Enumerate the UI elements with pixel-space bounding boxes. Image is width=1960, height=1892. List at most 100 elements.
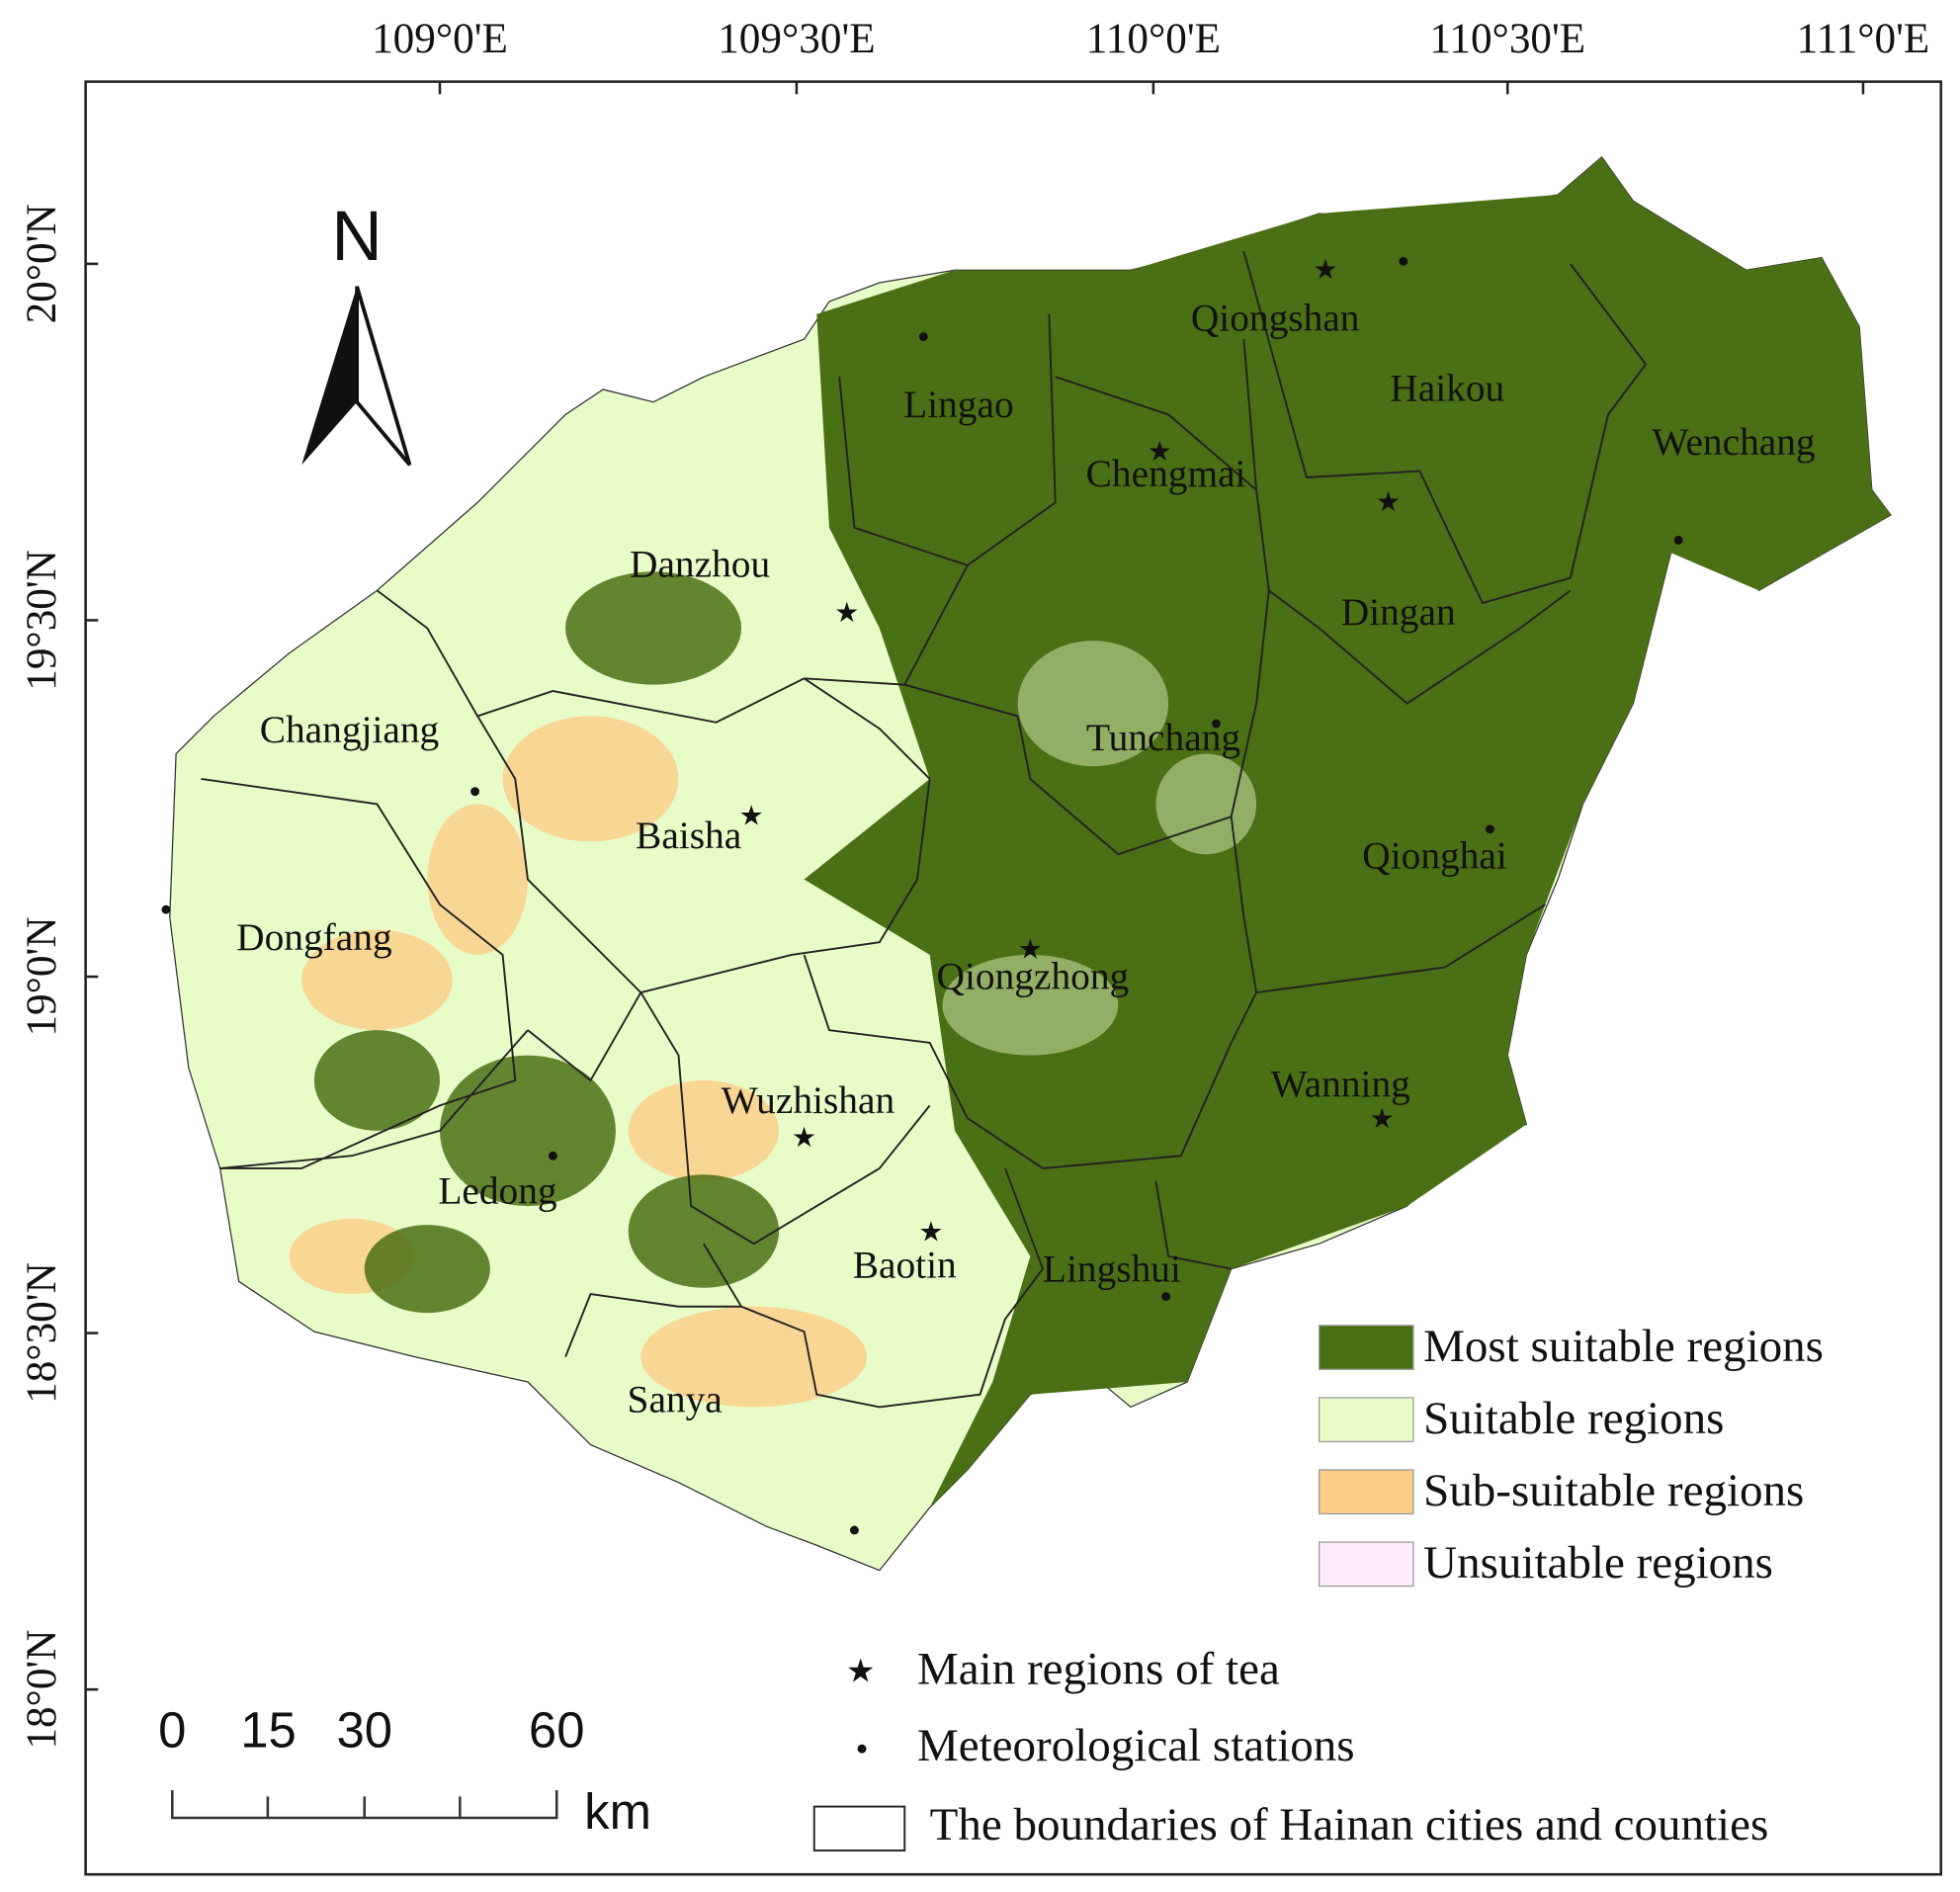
sub-suitable-patch xyxy=(628,1079,780,1181)
region-label: Baotin xyxy=(853,1244,957,1287)
most-suitable-patch xyxy=(364,1225,490,1314)
suitable-patch xyxy=(942,954,1119,1056)
island xyxy=(169,155,1892,1572)
legend-swatch xyxy=(1319,1469,1414,1515)
island-most-suitable xyxy=(804,156,1891,1508)
station xyxy=(470,787,480,797)
boundary xyxy=(1055,339,1258,492)
longitude-label: 110°30'E xyxy=(1429,15,1585,62)
latitude-label: 18°0'N xyxy=(18,1630,65,1750)
station xyxy=(548,1151,557,1161)
boundary xyxy=(1255,489,1572,705)
boundary xyxy=(803,954,1257,1169)
region-label: Dongfang xyxy=(236,915,391,959)
region-label: Dingan xyxy=(1341,590,1456,634)
tea-star: ★ xyxy=(918,1216,943,1247)
tea-star: ★ xyxy=(1148,436,1172,467)
sub-suitable-patch xyxy=(640,1306,868,1408)
legend-label: Suitable regions xyxy=(1423,1393,1724,1444)
scale-label: 15 xyxy=(240,1701,297,1758)
legend-swatch xyxy=(1319,1397,1414,1443)
latitude-label: 19°0'N xyxy=(18,916,65,1036)
scale-unit: km xyxy=(584,1783,651,1840)
legend-swatch xyxy=(1319,1541,1414,1588)
latitude-label: 19°30'N xyxy=(18,550,65,691)
latitude-label: 18°30'N xyxy=(18,1262,65,1404)
scale-bar: km 0 15 30 60 xyxy=(158,1701,651,1840)
arrow-right xyxy=(355,286,412,467)
region-label: Baisha xyxy=(636,814,741,857)
boundary xyxy=(1242,250,1648,605)
scale-label: 60 xyxy=(529,1701,585,1758)
boundary xyxy=(903,590,1270,856)
region-label: Wuzhishan xyxy=(722,1078,895,1122)
boundary xyxy=(376,564,969,724)
legend-swatch xyxy=(1319,1325,1414,1370)
region-label: Tunchang xyxy=(1086,716,1240,759)
tea-star: ★ xyxy=(792,1122,816,1153)
station xyxy=(1673,536,1683,545)
most-suitable-patch xyxy=(565,571,742,685)
region-label: Chengmai xyxy=(1086,452,1246,495)
legend-symbol-label: The boundaries of Hainan cities and coun… xyxy=(930,1799,1769,1850)
boundary xyxy=(219,1029,529,1169)
longitude-label: 109°30'E xyxy=(718,15,875,62)
legend-symbol-label: Meteorological stations xyxy=(917,1720,1355,1771)
boundary xyxy=(564,1292,742,1357)
stations xyxy=(161,256,1683,1535)
most-suitable-patch xyxy=(313,1030,441,1131)
legend-label: Unsuitable regions xyxy=(1423,1537,1773,1589)
station xyxy=(1211,719,1221,729)
station xyxy=(1399,256,1408,266)
boundary xyxy=(639,991,931,1246)
station xyxy=(849,1525,859,1535)
station xyxy=(1486,824,1494,834)
region-label: Qiongzhong xyxy=(937,954,1130,997)
tea-star: ★ xyxy=(739,801,764,831)
region-label: Qiongshan xyxy=(1191,296,1360,339)
legend-dot xyxy=(857,1744,867,1754)
region-label: Lingshui xyxy=(1043,1247,1181,1290)
longitude-label: 109°0'E xyxy=(372,15,508,62)
sub-suitable-patch xyxy=(502,716,679,842)
legend-label: Sub-suitable regions xyxy=(1423,1465,1804,1516)
legend: ★ Most suitable regions Suitable regions S… xyxy=(812,1321,1824,1852)
longitude-label: 111°0'E xyxy=(1797,15,1930,62)
region-label: Lingao xyxy=(903,383,1014,426)
tea-star: ★ xyxy=(1370,1103,1395,1134)
tea-star: ★ xyxy=(834,597,859,628)
boundary xyxy=(527,991,642,1082)
legend-boundary-box xyxy=(812,1805,906,1852)
scale-label: 30 xyxy=(336,1701,392,1758)
legend-star: ★ xyxy=(846,1654,876,1690)
region-label: Wenchang xyxy=(1652,420,1815,464)
scale-label: 0 xyxy=(158,1701,186,1758)
legend-label: Most suitable regions xyxy=(1423,1321,1824,1372)
tea-star: ★ xyxy=(1376,486,1401,517)
legend-symbol-label: Main regions of tea xyxy=(917,1644,1280,1695)
region-label: Haikou xyxy=(1390,367,1504,410)
region-label: Qionghai xyxy=(1362,833,1507,877)
tea-star: ★ xyxy=(1018,933,1043,964)
region-label: Wanning xyxy=(1271,1063,1410,1106)
sub-suitable-patch xyxy=(301,929,453,1031)
region-label: Danzhou xyxy=(630,543,770,586)
station xyxy=(161,904,171,914)
region-label: Ledong xyxy=(438,1169,556,1213)
suitable-patch xyxy=(1017,641,1169,767)
latitude-label: 20°0'N xyxy=(18,204,65,323)
most-suitable-patch xyxy=(440,1055,616,1207)
boundary xyxy=(1154,1180,1232,1270)
region-label: Changjiang xyxy=(260,708,440,751)
county-boundaries xyxy=(201,250,1648,1409)
sub-suitable-patch xyxy=(427,804,528,955)
tea-star: ★ xyxy=(1313,254,1337,285)
north-label: N xyxy=(331,198,382,276)
boundary xyxy=(476,677,931,994)
longitude-label: 110°0'E xyxy=(1086,15,1221,62)
suitable-patch xyxy=(1155,753,1257,855)
station xyxy=(918,332,928,342)
most-suitable-patch xyxy=(628,1174,780,1288)
